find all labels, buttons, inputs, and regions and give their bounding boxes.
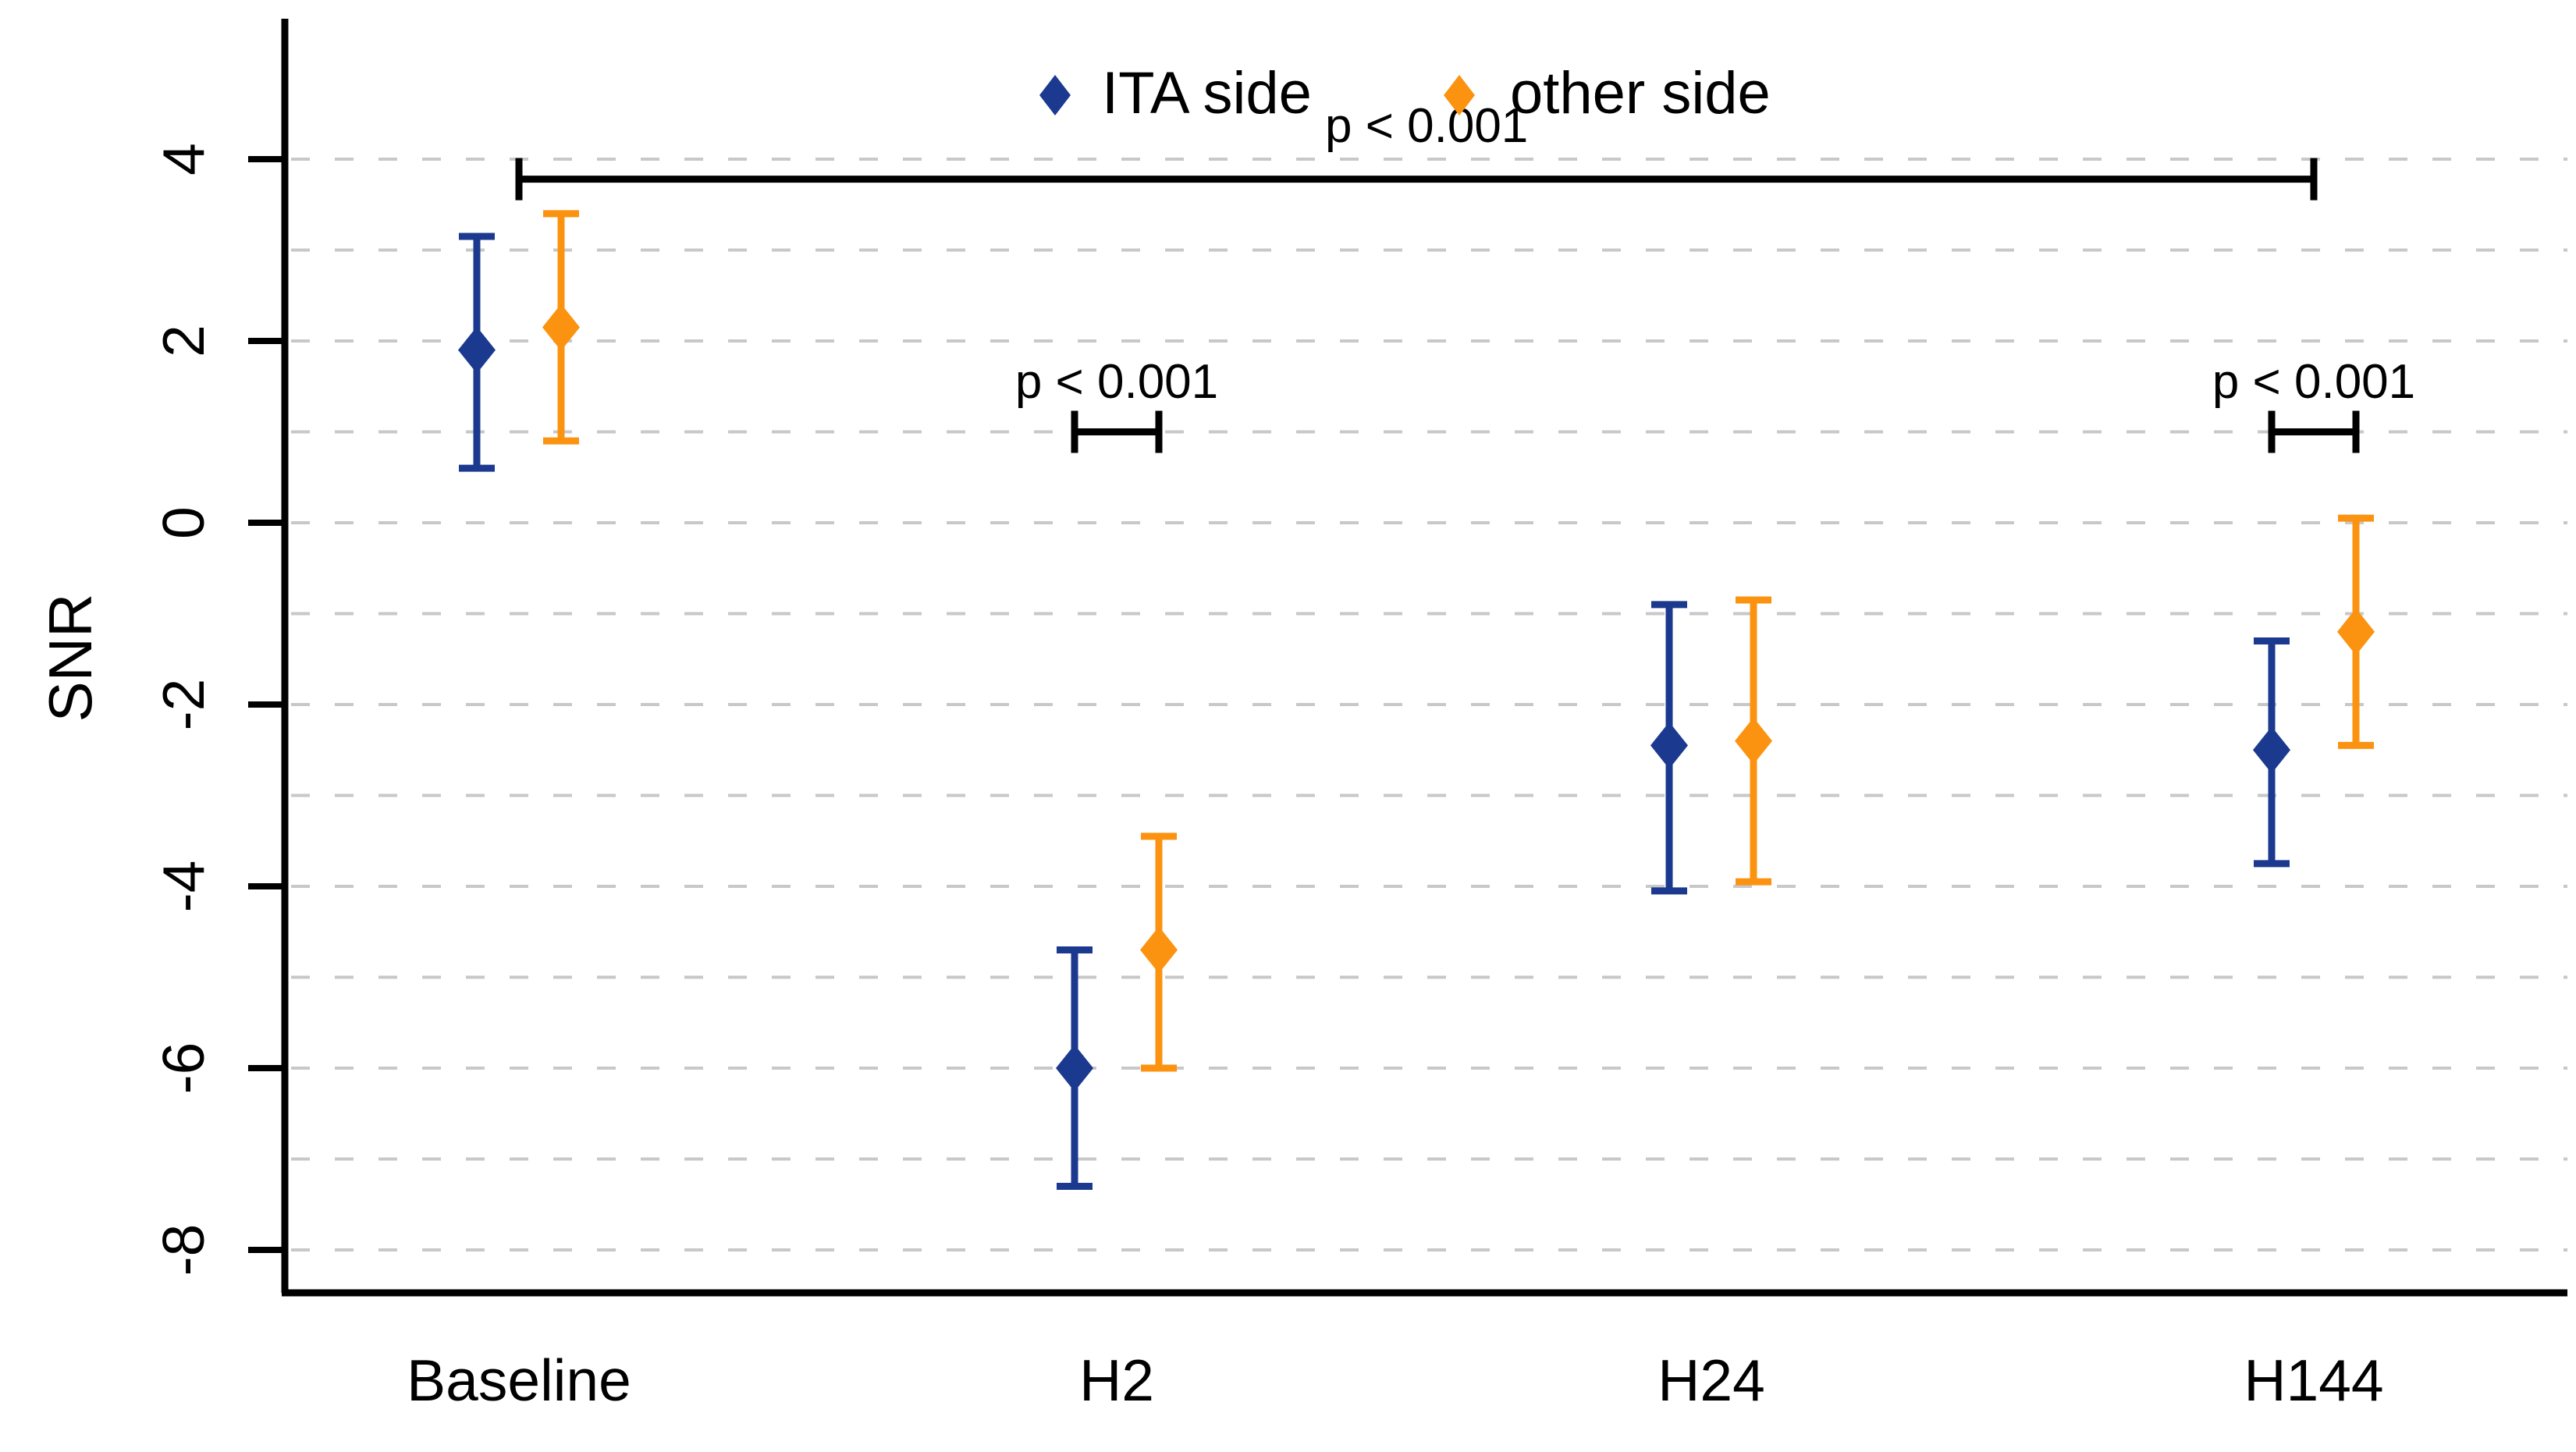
y-tick-label-4: 4 — [151, 143, 216, 176]
x-category-label-H24: H24 — [1658, 1347, 1765, 1413]
y-axis-title: SNR — [36, 593, 105, 722]
point-diamond-ITA-side-H2 — [1056, 1045, 1093, 1092]
x-category-label-H2: H2 — [1079, 1347, 1154, 1413]
point-diamond-ITA-side-H24 — [1650, 722, 1688, 769]
point-diamond-other-side-H2 — [1140, 926, 1178, 974]
y-tick-label--4: -4 — [151, 860, 216, 913]
overall-p-value-label: p < 0.001 — [1325, 99, 1529, 153]
point-diamond-other-side-H24 — [1735, 717, 1772, 765]
h144-p-value-label: p < 0.001 — [2212, 355, 2416, 409]
point-diamond-other-side-Baseline — [542, 304, 580, 351]
legend-label-other-side: other side — [1510, 60, 1771, 126]
point-diamond-ITA-side-Baseline — [458, 326, 496, 374]
x-category-label-Baseline: Baseline — [407, 1347, 631, 1413]
y-tick-label-2: 2 — [151, 325, 216, 357]
legend-label-ita-side: ITA side — [1102, 60, 1312, 126]
y-tick-label--6: -6 — [151, 1042, 216, 1095]
x-category-label-H144: H144 — [2244, 1347, 2384, 1413]
y-tick-label-0: 0 — [151, 506, 216, 539]
point-diamond-ITA-side-H144 — [2253, 726, 2290, 774]
y-tick-label--8: -8 — [151, 1223, 216, 1276]
h2-p-value-label: p < 0.001 — [1014, 355, 1219, 409]
y-tick-label--2: -2 — [151, 678, 216, 731]
point-diamond-other-side-H144 — [2337, 608, 2375, 655]
